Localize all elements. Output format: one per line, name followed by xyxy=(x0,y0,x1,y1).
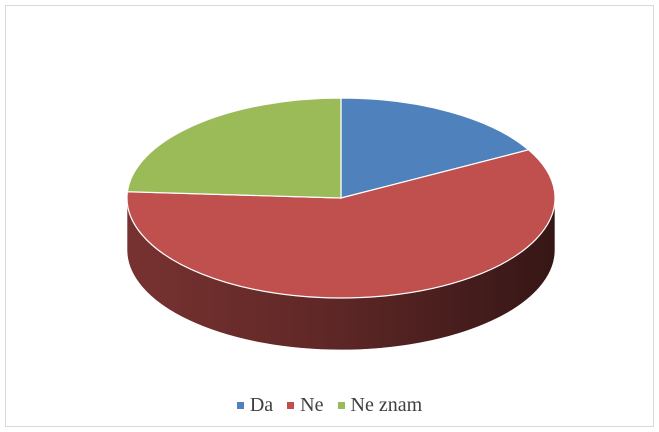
pie-slice-da xyxy=(340,97,530,199)
pie-chart xyxy=(126,97,556,351)
legend-item-ne: Ne xyxy=(287,394,324,417)
legend-item-ne-znam: Ne znam xyxy=(337,394,423,417)
pie-slice-ne xyxy=(126,149,556,299)
legend-label-da: Da xyxy=(249,394,274,416)
legend-label-ne: Ne xyxy=(300,394,324,416)
legend: Da Ne Ne znam xyxy=(6,394,653,417)
legend-marker-da xyxy=(236,402,244,409)
legend-label-ne-znam: Ne znam xyxy=(350,394,423,416)
legend-marker-ne-znam xyxy=(337,402,345,409)
legend-marker-ne xyxy=(287,402,295,409)
chart-frame: Da Ne Ne znam xyxy=(5,5,654,427)
legend-item-da: Da xyxy=(236,394,274,417)
pie-slice-ne-znam xyxy=(126,97,342,199)
